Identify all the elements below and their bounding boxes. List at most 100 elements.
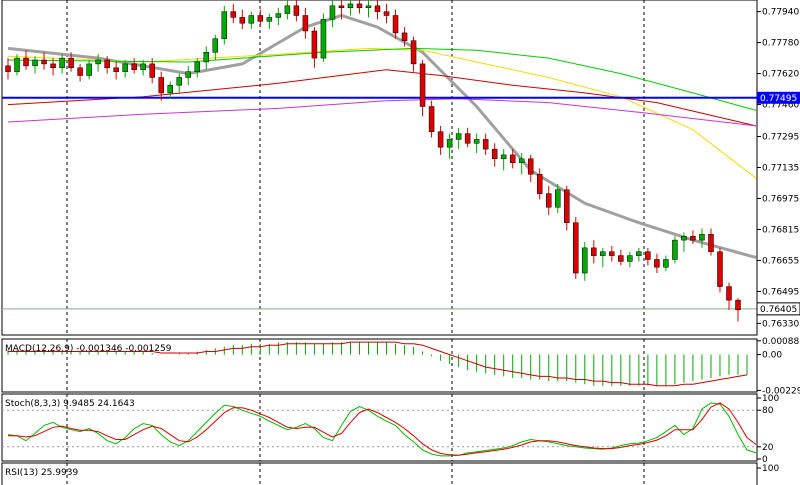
candle-body bbox=[518, 158, 525, 163]
candle-body bbox=[726, 286, 732, 301]
candle-body bbox=[573, 222, 579, 274]
candle-body bbox=[239, 17, 246, 24]
candle-body bbox=[645, 251, 651, 260]
stoch-tick-label: 100 bbox=[762, 394, 779, 404]
candle-body bbox=[329, 5, 336, 20]
macd-series: 0.000885 0.00 -0.002298 bbox=[7, 337, 800, 396]
candle-body bbox=[266, 17, 273, 22]
candle-body bbox=[149, 63, 155, 78]
price-tick-label: 0.77295 bbox=[762, 133, 799, 143]
candle-body bbox=[176, 77, 182, 86]
candle-body bbox=[104, 59, 110, 69]
price-pane bbox=[1, 0, 758, 336]
candle-body bbox=[113, 67, 119, 72]
candle-body bbox=[320, 19, 327, 59]
candle-body bbox=[248, 15, 255, 24]
candle-body bbox=[284, 5, 291, 14]
stoch-tick-label: 80 bbox=[762, 406, 774, 416]
candle-body bbox=[473, 139, 480, 144]
price-tick-label: 0.76655 bbox=[762, 256, 799, 266]
price-tick-label: 0.77780 bbox=[762, 39, 799, 49]
level-price-label: 0.77495 bbox=[760, 94, 797, 104]
candle-body bbox=[293, 5, 300, 16]
candle-body bbox=[717, 251, 723, 287]
price-axis: 0.77940 0.77780 0.77620 0.77460 0.77295 0.771… bbox=[756, 8, 800, 329]
current-price-label: 0.76405 bbox=[760, 305, 797, 315]
stoch-pane bbox=[1, 393, 758, 462]
candle-body bbox=[627, 255, 633, 262]
candle-body bbox=[59, 57, 65, 69]
candle-body bbox=[374, 5, 381, 12]
stoch-line bbox=[8, 402, 757, 456]
price-tick-label: 0.76975 bbox=[762, 194, 799, 204]
candle-body bbox=[482, 139, 489, 150]
macd-signal-line bbox=[8, 341, 748, 387]
candle-body bbox=[672, 239, 678, 260]
level-price-tag bbox=[757, 91, 800, 104]
candle-body bbox=[446, 139, 453, 148]
stoch-tick-label: 0 bbox=[762, 455, 768, 465]
candle-body bbox=[735, 299, 741, 311]
candle-body bbox=[708, 234, 714, 252]
price-tick-label: 0.76815 bbox=[762, 225, 799, 235]
candle-body bbox=[636, 251, 642, 256]
candle-body bbox=[491, 148, 498, 160]
macd-tick-label: 0.00 bbox=[762, 351, 782, 361]
price-tick-label: 0.77620 bbox=[762, 70, 799, 80]
candle-body bbox=[591, 247, 597, 256]
candle-body bbox=[158, 77, 164, 94]
moving-average-ma_yellow bbox=[7, 47, 757, 179]
candle-body bbox=[428, 106, 435, 132]
macd-tick-label: 0.000885 bbox=[762, 337, 800, 347]
candle-body bbox=[690, 235, 696, 241]
candle-body bbox=[194, 61, 201, 72]
candle-body bbox=[32, 59, 38, 67]
candle-body bbox=[681, 235, 687, 241]
candle-body bbox=[527, 158, 534, 175]
candle-body bbox=[257, 15, 264, 22]
candle-body bbox=[536, 174, 543, 194]
candle-body bbox=[140, 63, 146, 70]
macd-pane bbox=[1, 338, 758, 393]
candle-body bbox=[509, 154, 516, 163]
macd-title: MACD(12,26,9) -0.001346 -0.001259 bbox=[5, 344, 172, 354]
candle-body bbox=[500, 154, 507, 160]
candle-body bbox=[600, 251, 606, 256]
candle-body bbox=[77, 67, 83, 76]
price-tick-label: 0.76330 bbox=[762, 319, 799, 329]
candle-body bbox=[86, 63, 92, 76]
candle-body bbox=[699, 234, 705, 241]
candle-body bbox=[618, 255, 624, 262]
rsi-pane bbox=[1, 462, 758, 485]
price-series bbox=[2, 0, 757, 322]
price-tick-label: 0.77940 bbox=[762, 8, 799, 18]
candle-body bbox=[347, 3, 354, 8]
candle-body bbox=[95, 59, 101, 65]
candle-body bbox=[564, 189, 570, 223]
candle-body bbox=[654, 259, 660, 268]
candle-body bbox=[663, 259, 669, 268]
candle-body bbox=[131, 63, 137, 70]
candle-body bbox=[122, 63, 128, 72]
stoch-line bbox=[7, 402, 757, 457]
candle-body bbox=[212, 38, 219, 53]
candle-body bbox=[230, 11, 237, 18]
candle-body bbox=[609, 251, 615, 256]
candle-body bbox=[437, 131, 444, 148]
candle-body bbox=[555, 189, 561, 208]
candle-body bbox=[68, 57, 74, 69]
stoch-title: Stoch(8,3,3) 9.9485 24.1643 bbox=[5, 399, 135, 409]
candle-body bbox=[455, 133, 462, 140]
candle-body bbox=[221, 11, 228, 39]
candle-body bbox=[50, 63, 56, 69]
candle-body bbox=[23, 57, 29, 67]
candle-body bbox=[464, 133, 471, 144]
rsi-tick-label: 100 bbox=[762, 464, 779, 474]
stoch-tick-label: 20 bbox=[762, 443, 774, 453]
candle-body bbox=[275, 13, 282, 18]
candle-body bbox=[356, 3, 363, 8]
price-tick-label: 0.76495 bbox=[762, 287, 799, 297]
candle-body bbox=[392, 15, 399, 34]
candle-body bbox=[365, 5, 372, 8]
